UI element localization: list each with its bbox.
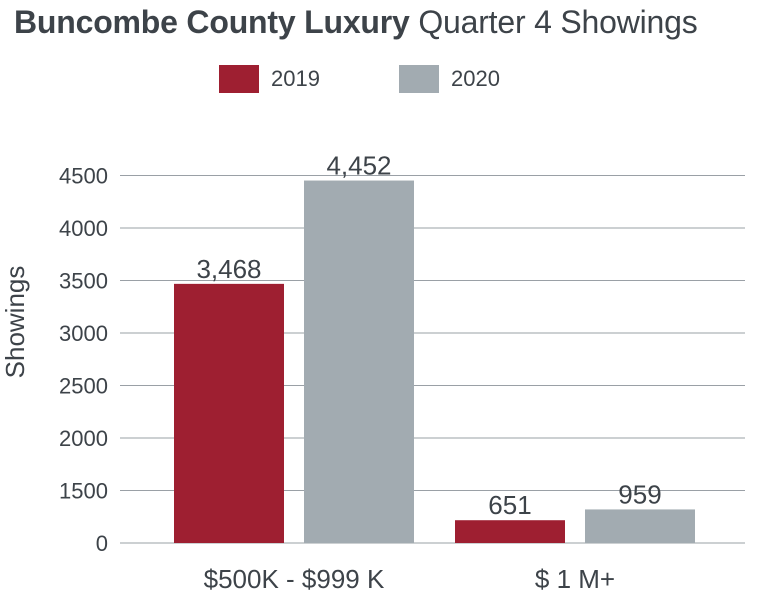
data-label-2020-1: 959 [618, 479, 661, 509]
y-axis-label: Showings [0, 266, 30, 379]
bar-2019-0 [174, 283, 284, 543]
y-tick-label-4000: 4000 [59, 216, 108, 241]
data-label-2019-1: 651 [488, 490, 531, 520]
legend-item-2020: 2020 [399, 64, 500, 94]
chart-title-regular: Quarter 4 Showings [418, 4, 698, 40]
x-category-label-1: $ 1 M+ [535, 564, 615, 594]
y-tick-label-4500: 4500 [59, 164, 108, 189]
legend-swatch-2019 [219, 65, 259, 93]
bar-2020-0 [304, 180, 414, 544]
legend-label-2020: 2020 [451, 66, 500, 91]
y-tick-label-2500: 2500 [59, 374, 108, 399]
chart-title-bold: Buncombe County Luxury [14, 4, 410, 40]
y-tick-label-1500: 1500 [59, 479, 108, 504]
y-tick-label-2000: 2000 [59, 426, 108, 451]
x-category-label-0: $500K - $999 K [204, 564, 385, 594]
data-label-2020-0: 4,452 [326, 151, 391, 181]
legend-swatch-2020 [399, 65, 439, 93]
bar-2020-1 [585, 509, 695, 543]
y-tick-label-3000: 3000 [59, 321, 108, 346]
y-tick-label-0: 0 [96, 531, 108, 556]
bar-2019-1 [455, 520, 565, 543]
data-label-2019-0: 3,468 [196, 254, 261, 284]
y-tick-label-3500: 3500 [59, 269, 108, 294]
chart-title: Buncombe County Luxury Quarter 4 Showing… [14, 4, 698, 41]
legend-label-2019: 2019 [271, 66, 320, 91]
legend-item-2019: 2019 [219, 64, 320, 94]
